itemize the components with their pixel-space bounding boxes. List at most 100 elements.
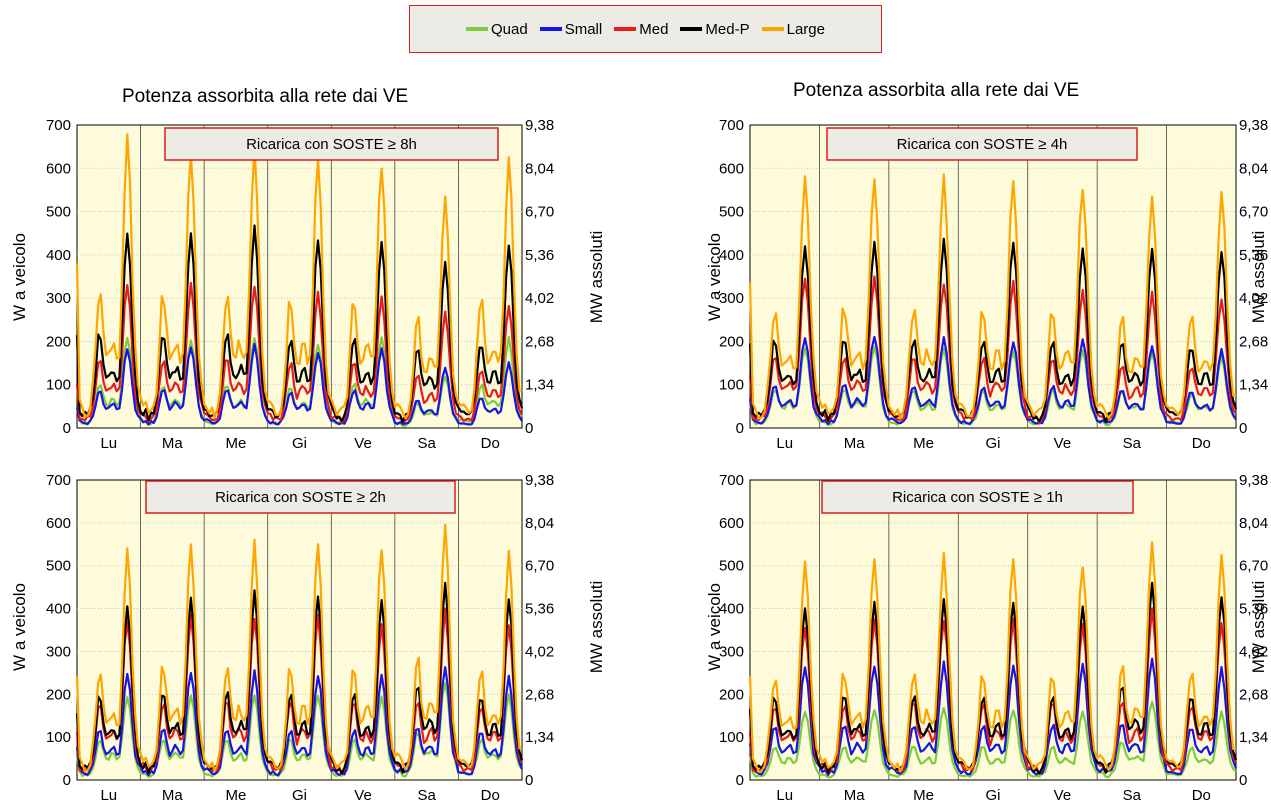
x-tick-label: Ve bbox=[354, 435, 372, 452]
y-tick-label-left: 400 bbox=[46, 601, 71, 618]
x-tick-label: Sa bbox=[417, 435, 436, 452]
y-tick-label-left: 700 bbox=[46, 117, 71, 134]
x-tick-label: Do bbox=[1192, 435, 1211, 452]
x-tick-label: Do bbox=[481, 435, 500, 452]
y-tick-label-right: 9,38 bbox=[525, 117, 554, 134]
y-tick-label-left: 400 bbox=[719, 601, 744, 618]
y-tick-label-right: 0 bbox=[1239, 772, 1247, 789]
x-tick-label: Me bbox=[913, 435, 934, 452]
x-tick-label: Gi bbox=[292, 435, 307, 452]
y-tick-label-left: 0 bbox=[736, 420, 744, 437]
annotation-box bbox=[821, 480, 1134, 514]
y-tick-label-right: 0 bbox=[525, 772, 533, 789]
x-tick-label: Do bbox=[481, 787, 500, 804]
y-tick-label-right: 6,70 bbox=[1239, 558, 1268, 575]
x-tick-label: Lu bbox=[100, 787, 117, 804]
y-tick-label-right: 9,38 bbox=[1239, 117, 1268, 134]
annotation-box bbox=[145, 480, 456, 514]
y-tick-label-left: 400 bbox=[719, 247, 744, 264]
x-tick-label: Me bbox=[226, 787, 247, 804]
y-tick-label-left: 200 bbox=[46, 686, 71, 703]
x-tick-label: Lu bbox=[776, 435, 793, 452]
legend-label: Large bbox=[786, 20, 825, 38]
x-tick-label: Sa bbox=[1123, 435, 1142, 452]
x-tick-label: Gi bbox=[986, 787, 1001, 804]
y-tick-label-left: 200 bbox=[719, 686, 744, 703]
series-line-small bbox=[75, 342, 523, 426]
y-tick-label-left: 200 bbox=[719, 333, 744, 350]
series-line-med-p bbox=[748, 237, 1238, 423]
series-line-large bbox=[75, 523, 523, 773]
annotation-text: Ricarica con SOSTE ≥ 8h bbox=[246, 136, 417, 153]
y-tick-label-left: 300 bbox=[46, 290, 71, 307]
y-tick-label-right: 2,68 bbox=[525, 333, 554, 350]
y-tick-label-right: 1,34 bbox=[525, 729, 554, 746]
y-tick-label-right: 0 bbox=[1239, 420, 1247, 437]
y-tick-label-right: 1,34 bbox=[1239, 377, 1268, 394]
y-tick-label-right: 6,70 bbox=[1239, 204, 1268, 221]
x-tick-label: Sa bbox=[1123, 787, 1142, 804]
series-line-large bbox=[748, 541, 1237, 774]
y-tick-label-right: 4,02 bbox=[1239, 290, 1268, 307]
y-tick-label-left: 700 bbox=[719, 472, 744, 489]
y-tick-label-left: 500 bbox=[719, 204, 744, 221]
legend-item-med-p: Med-P bbox=[680, 21, 750, 38]
legend-swatch bbox=[466, 27, 489, 31]
y-tick-label-right: 2,68 bbox=[1239, 333, 1268, 350]
y-tick-label-right: 4,02 bbox=[525, 643, 554, 660]
x-tick-label: Lu bbox=[776, 787, 793, 804]
x-tick-label: Ma bbox=[844, 435, 865, 452]
y-tick-label-left: 100 bbox=[719, 729, 744, 746]
annotation-text: Ricarica con SOSTE ≥ 2h bbox=[215, 489, 386, 506]
y-tick-label-right: 6,70 bbox=[525, 204, 554, 221]
y-tick-label-right: 8,04 bbox=[1239, 515, 1268, 532]
legend-item-med: Med bbox=[614, 21, 668, 38]
y-tick-label-left: 700 bbox=[719, 117, 744, 134]
chart-panel-1: 0 0 100 1,34 200 2,68 300 4,02 400 5,36 500 6,70 600… bbox=[46, 117, 554, 452]
chart-panel-2: 0 0 100 1,34 200 2,68 300 4,02 400 5,36 500 6,70 600… bbox=[719, 117, 1268, 452]
series-line-med-p bbox=[75, 224, 524, 423]
x-tick-label: Lu bbox=[100, 435, 117, 452]
legend-label: Med bbox=[639, 20, 669, 38]
y-tick-label-right: 9,38 bbox=[525, 472, 554, 489]
y-tick-label-right: 8,04 bbox=[525, 515, 554, 532]
x-tick-label: Ma bbox=[162, 435, 183, 452]
y-tick-label-right: 5,36 bbox=[525, 247, 554, 264]
legend-swatch bbox=[680, 27, 703, 31]
x-tick-label: Gi bbox=[292, 787, 307, 804]
annotation-box bbox=[164, 127, 499, 161]
chart-panel-4: 0 0 100 1,34 200 2,68 300 4,02 400 5,36 500 6,70 600… bbox=[719, 472, 1268, 804]
y-tick-label-left: 300 bbox=[719, 290, 744, 307]
y-tick-label-left: 600 bbox=[719, 515, 744, 532]
y-tick-label-right: 8,04 bbox=[1239, 160, 1268, 177]
y-tick-label-left: 400 bbox=[46, 247, 71, 264]
y-tick-label-right: 9,38 bbox=[1239, 472, 1268, 489]
y-tick-label-right: 2,68 bbox=[1239, 686, 1268, 703]
x-tick-label: Sa bbox=[417, 787, 436, 804]
y-tick-label-left: 700 bbox=[46, 472, 71, 489]
y-tick-label-right: 1,34 bbox=[1239, 729, 1268, 746]
annotation-text: Ricarica con SOSTE ≥ 4h bbox=[897, 136, 1068, 153]
y-tick-label-right: 6,70 bbox=[525, 558, 554, 575]
y-tick-label-right: 2,68 bbox=[525, 686, 554, 703]
y-tick-label-left: 0 bbox=[736, 772, 744, 789]
y-tick-label-right: 4,02 bbox=[525, 290, 554, 307]
series-line-med bbox=[75, 281, 523, 425]
y-tick-label-left: 200 bbox=[46, 333, 71, 350]
legend-item-large: Large bbox=[761, 20, 825, 38]
y-tick-label-left: 100 bbox=[719, 377, 744, 394]
x-tick-label: Gi bbox=[986, 435, 1001, 452]
y-tick-label-right: 5,36 bbox=[1239, 601, 1268, 618]
y-tick-label-left: 0 bbox=[63, 772, 71, 789]
annotation-box bbox=[826, 127, 1138, 161]
y-tick-label-left: 300 bbox=[719, 643, 744, 660]
series-line-med bbox=[748, 275, 1237, 424]
y-tick-label-left: 500 bbox=[46, 558, 71, 575]
series-line-large bbox=[748, 173, 1237, 420]
y-tick-label-right: 5,36 bbox=[525, 601, 554, 618]
chart-title-left: Potenza assorbita alla rete dai VE bbox=[122, 86, 409, 107]
x-tick-label: Ma bbox=[844, 787, 865, 804]
legend-swatch bbox=[539, 27, 562, 31]
y-tick-label-left: 600 bbox=[46, 515, 71, 532]
